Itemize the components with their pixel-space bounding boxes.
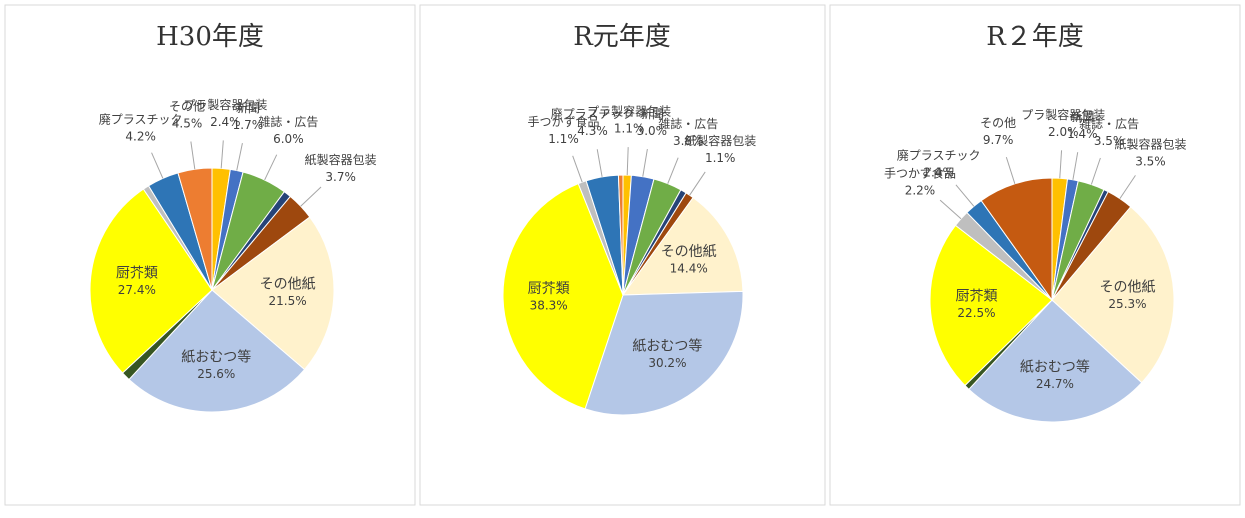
pie-slice <box>968 299 1143 423</box>
slice-value: 3.0% <box>637 124 668 138</box>
leader-line <box>1072 152 1079 180</box>
pie-slice <box>89 188 213 374</box>
slice-value: 27.4% <box>118 283 156 297</box>
pie-slice <box>617 174 624 296</box>
leader-line <box>1005 156 1016 184</box>
leader-line <box>596 149 603 177</box>
slice-label: 紙おむつ等 <box>632 338 702 355</box>
leader-line <box>220 140 224 169</box>
pie-slice <box>622 196 744 296</box>
slice-value: 1.4% <box>1067 127 1098 141</box>
slice-label: 新聞 <box>236 100 260 115</box>
slice-value: 4.3% <box>577 124 608 138</box>
slice-value: 2.2% <box>905 184 936 198</box>
slice-value: 25.6% <box>197 367 235 381</box>
leader-line <box>300 186 322 207</box>
slice-value: 1.7% <box>233 118 264 132</box>
slice-label: 紙製容器包装 <box>684 133 756 148</box>
leader-line <box>689 171 706 196</box>
slice-label: 手つかず食品 <box>527 114 599 129</box>
slice-label: その他紙 <box>260 277 316 293</box>
slice-value: 14.4% <box>670 262 708 276</box>
slice-label: 廃プラスチック <box>99 112 183 127</box>
pie-slice <box>128 289 306 413</box>
slice-label: 紙おむつ等 <box>181 349 251 366</box>
slice-label: 雑誌・広告 <box>1079 116 1139 131</box>
slice-value: 1.1% <box>705 151 736 165</box>
leader-line <box>190 141 196 170</box>
slice-label: 紙おむつ等 <box>1020 359 1090 376</box>
pie-slice <box>211 216 335 371</box>
chart-title: R元年度 <box>573 22 671 52</box>
slice-value: 21.5% <box>269 294 307 308</box>
slice-value: 3.8% <box>673 134 704 148</box>
slice-label: 雑誌・広告 <box>658 116 718 131</box>
chart-title: H30年度 <box>156 22 264 52</box>
slice-label: 紙製容器包装 <box>1114 136 1186 151</box>
slice-value: 1.1% <box>614 122 645 136</box>
leader-line <box>955 184 975 207</box>
slice-label: プラ製容器包装 <box>183 97 267 112</box>
slice-label: 新聞 <box>1070 109 1094 124</box>
leader-line <box>236 143 243 171</box>
slice-value: 24.7% <box>1036 377 1074 391</box>
slice-value: 2.0% <box>1048 125 1079 139</box>
slice-value: 3.5% <box>1135 154 1166 168</box>
slice-label: プラ製容器包装 <box>1021 107 1105 122</box>
leader-line <box>264 154 278 181</box>
slice-label: 廃プラスチック <box>897 148 981 163</box>
leader-line <box>626 147 629 176</box>
leader-line <box>151 152 164 179</box>
leader-line <box>1119 175 1136 199</box>
slice-value: 3.7% <box>325 170 356 184</box>
slice-value: 2.4% <box>210 115 241 129</box>
slice-label: 紙製容器包装 <box>305 152 377 167</box>
pie-slice <box>1051 206 1175 384</box>
slice-label: 厨芥類 <box>116 265 158 281</box>
slice-label: 廃プラスチック <box>551 106 635 121</box>
leader-line <box>939 199 962 220</box>
slice-value: 3.5% <box>1094 134 1125 148</box>
leader-line <box>1090 157 1101 185</box>
pie-slice <box>929 224 1053 387</box>
slice-label: その他 <box>169 99 205 113</box>
slice-label: 厨芥類 <box>955 288 997 304</box>
slice-label: プラ製容器包装 <box>587 104 671 119</box>
leader-line <box>667 157 679 184</box>
slice-label: 新聞 <box>640 106 664 121</box>
slice-value: 2.4% <box>923 166 954 180</box>
slice-label: その他紙 <box>1099 279 1155 295</box>
leader-line <box>1059 150 1063 179</box>
slice-label: 厨芥類 <box>528 281 570 297</box>
slice-label: 手つかず食品 <box>884 166 956 181</box>
slice-value: 22.5% <box>957 306 995 320</box>
slice-value: 1.1% <box>548 132 579 146</box>
slice-value: 4.5% <box>172 116 203 130</box>
pie-slice <box>502 182 624 410</box>
leader-line <box>572 155 583 183</box>
pie-slice <box>980 177 1053 302</box>
slice-value: 25.3% <box>1108 297 1146 311</box>
slice-label: その他 <box>980 116 1016 130</box>
slice-value: 6.0% <box>273 132 304 146</box>
slice-value: 9.7% <box>983 133 1014 147</box>
slice-label: その他紙 <box>661 244 717 260</box>
slice-value: 4.2% <box>125 130 156 144</box>
slice-label: 雑誌・広告 <box>258 114 318 129</box>
leader-line <box>642 148 648 177</box>
pie-slice <box>584 290 744 416</box>
chart-title: R２年度 <box>986 22 1084 52</box>
slice-value: 38.3% <box>530 299 568 313</box>
slice-value: 30.2% <box>648 356 686 370</box>
